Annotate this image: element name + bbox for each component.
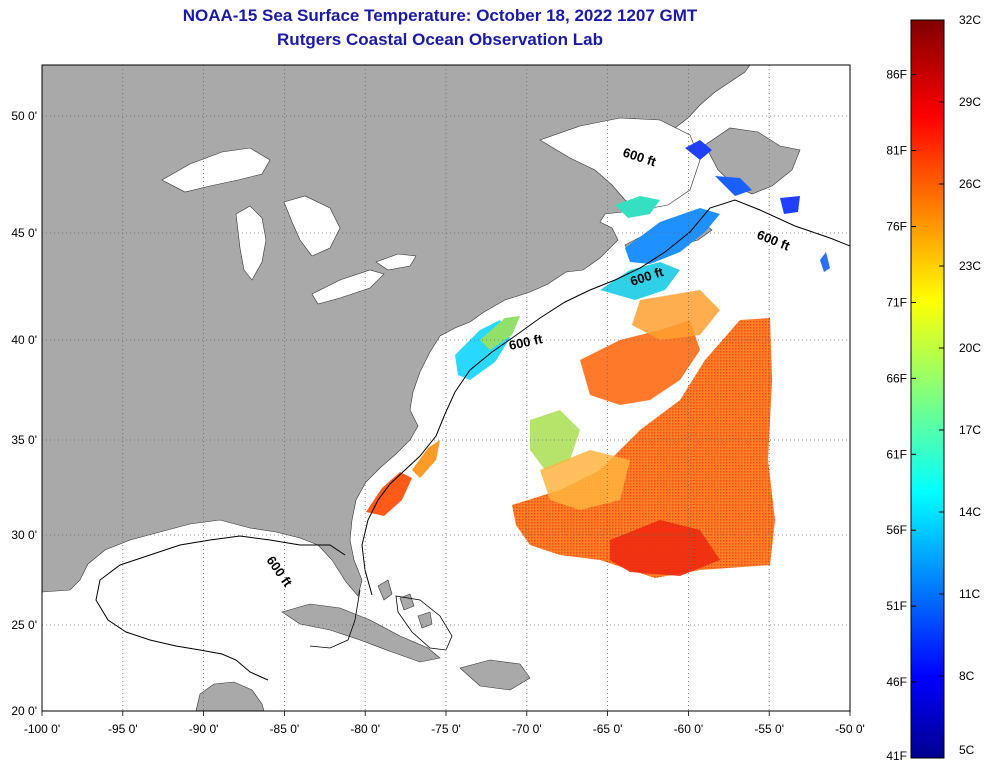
lake-erie	[311, 269, 385, 305]
lake-huron	[283, 195, 341, 257]
colorbar-celsius-label: 20C	[959, 341, 981, 355]
land-cuba	[281, 603, 441, 663]
colorbar-fahrenheit-label: 56F	[886, 523, 907, 537]
colorbar-celsius-label: 26C	[959, 177, 981, 191]
lat-tick-label: 35 0'	[11, 433, 37, 447]
colorbar-celsius-label: 14C	[959, 505, 981, 519]
gulf-st-lawrence	[539, 117, 701, 211]
lat-tick-label: 25 0'	[11, 618, 37, 632]
colorbar-fahrenheit-label: 86F	[886, 68, 907, 82]
contour-label-4: 600 ft	[508, 331, 545, 353]
map-frame	[41, 64, 851, 712]
lake-michigan	[235, 205, 267, 281]
lon-tick-label: -75 0'	[431, 722, 461, 736]
colorbar-fahrenheit-label: 66F	[886, 371, 907, 385]
land-yucatan	[195, 681, 265, 711]
colorbar-fahrenheit-label: 81F	[886, 144, 907, 158]
lon-tick-label: -50 0'	[835, 722, 865, 736]
depth-contour-line	[361, 199, 850, 596]
lake-ontario	[375, 253, 417, 271]
lon-tick-label: -55 0'	[754, 722, 784, 736]
colorbar-celsius-label: 8C	[959, 669, 975, 683]
colorbar-celsius-label: 29C	[959, 95, 981, 109]
colorbar-fahrenheit-label: 61F	[886, 447, 907, 461]
longitude-labels: -100 0' -95 0' -90 0' -85 0' -80 0' -75 0' -70…	[24, 722, 865, 736]
colorbar-fahrenheit-label: 76F	[886, 220, 907, 234]
lat-tick-label: 50 0'	[11, 109, 37, 123]
latitude-labels: 50 0' 45 0' 40 0' 35 0' 30 0' 25 0' 20 0'	[11, 109, 37, 718]
lat-tick-label: 45 0'	[11, 226, 37, 240]
colorbar	[910, 19, 945, 759]
lat-tick-label: 20 0'	[11, 704, 37, 718]
colorbar-celsius-label: 11C	[959, 587, 980, 601]
lat-tick-label: 40 0'	[11, 333, 37, 347]
lon-tick-label: -80 0'	[350, 722, 380, 736]
lon-tick-label: -100 0'	[24, 722, 60, 736]
lon-tick-label: -90 0'	[189, 722, 219, 736]
lon-tick-label: -85 0'	[270, 722, 300, 736]
map-subtitle: Rutgers Coastal Ocean Observation Lab	[277, 30, 603, 49]
colorbar-fahrenheit-label: 71F	[886, 295, 907, 309]
lon-tick-label: -95 0'	[108, 722, 138, 736]
depth-contour-gulf-inner	[309, 589, 361, 649]
colorbar-ticks	[911, 19, 944, 759]
lat-lon-grid	[41, 65, 851, 716]
depth-contour-gulf	[95, 535, 346, 681]
lon-tick-label: -70 0'	[512, 722, 542, 736]
lake-superior	[161, 147, 271, 193]
colorbar-celsius-label: 17C	[959, 423, 981, 437]
colorbar-fahrenheit-label: 51F	[886, 599, 907, 613]
lon-tick-label: -60 0'	[674, 722, 704, 736]
land-hispaniola	[459, 659, 531, 691]
colorbar-celsius-label: 23C	[959, 259, 981, 273]
colorbar-fahrenheit-label: 41F	[886, 749, 907, 763]
colorbar-fahrenheit-label: 46F	[886, 675, 907, 689]
colorbar-fahrenheit-labels: 86F 81F 76F 71F 66F 61F 56F 51F 46F 41F	[886, 68, 907, 763]
land-bahamas	[377, 579, 433, 629]
colorbar-celsius-label: 32C	[959, 13, 981, 27]
lat-tick-label: 30 0'	[11, 528, 37, 542]
lon-tick-label: -65 0'	[593, 722, 623, 736]
map-title: NOAA-15 Sea Surface Temperature: October…	[182, 6, 698, 25]
sst-data	[366, 140, 830, 578]
colorbar-celsius-label: 5C	[959, 743, 975, 757]
colorbar-celsius-labels: 32C 29C 26C 23C 20C 17C 14C 11C 8C 5C	[959, 13, 981, 757]
